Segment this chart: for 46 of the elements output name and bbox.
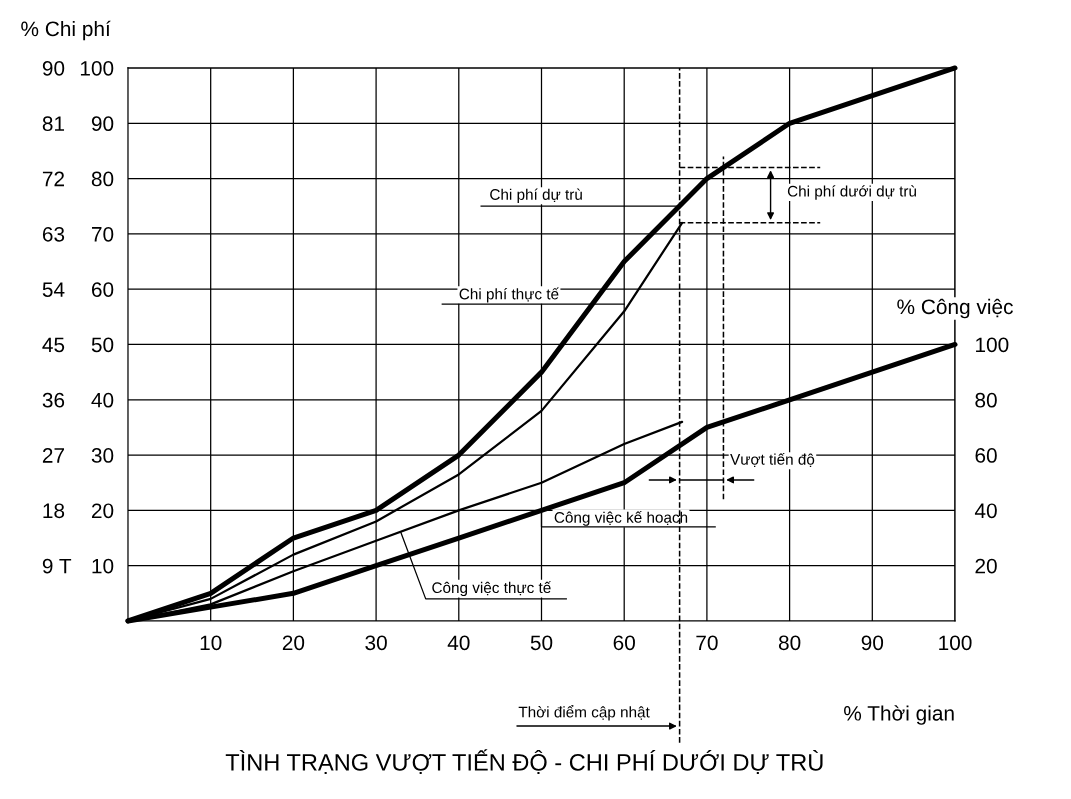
annotation: Công việc thực tế [432, 581, 552, 597]
y3-tick-label: 81 [42, 116, 65, 132]
y3-tick-label: 45 [42, 337, 65, 353]
y2-tick-label: 100 [976, 337, 1009, 353]
annotation: Chi phí dự trù [490, 188, 582, 203]
y3-tick-label: 36 [42, 392, 65, 408]
y3-tick-label: 63 [42, 226, 65, 242]
y2-tick-label: 80 [975, 392, 997, 408]
y-tick-label: 70 [91, 226, 114, 242]
y-tick-label: 60 [91, 282, 114, 297]
y2-axis-title: % Công việc [897, 298, 1013, 319]
x-tick-label: 90 [861, 635, 884, 651]
y-tick-label: 100 [80, 61, 114, 76]
y2-tick-label: 20 [975, 558, 997, 574]
x-tick-label: 100 [939, 635, 972, 651]
y2-tick-label: 60 [975, 448, 997, 463]
y-tick-label: 30 [91, 448, 114, 463]
y-tick-label: 10 [92, 558, 114, 574]
text: TÌNH TRẠNG VƯỢT TIẾN ĐỘ - CHI PHÍ DƯỚI DỰ TRÙ [225, 749, 823, 775]
annotation: Công việc kế hoạch [554, 510, 688, 526]
x-tick-label: 30 [365, 635, 387, 651]
y-tick-label: 50 [91, 337, 114, 353]
y-tick-label: 20 [91, 503, 114, 519]
x-tick-label: 10 [200, 635, 222, 651]
x-axis-title: % Thời gian [844, 705, 954, 725]
y-tick-label: 80 [91, 171, 114, 187]
x-tick-label: 50 [530, 635, 553, 651]
y3-tick-label: 18 [43, 503, 65, 519]
y3-tick-label: 54 [42, 282, 65, 297]
x-tick-label: 60 [613, 635, 635, 651]
x-tick-label: 40 [447, 635, 470, 651]
y3-tick-label: 72 [42, 171, 64, 187]
x-tick-label: 70 [696, 635, 718, 651]
y3-tick-label: 27 [42, 448, 64, 463]
ref-line-label: Thời điểm cập nhật [518, 705, 650, 721]
x-tick-label: 80 [778, 635, 801, 651]
annotation: Vượt tiến độ [730, 452, 815, 467]
y3-tick-label: 9 T [42, 558, 72, 574]
y-axis-title: % Chi phí [21, 20, 111, 41]
y-tick-label: 90 [91, 116, 114, 132]
annotation: Chi phí thực tế [459, 287, 559, 303]
y2-tick-label: 40 [974, 503, 997, 519]
y-tick-label: 40 [91, 392, 114, 408]
annotation: Chi phí dưới dự trù [787, 185, 916, 200]
x-tick-label: 20 [282, 635, 305, 651]
y3-tick-label: 90 [42, 61, 65, 76]
